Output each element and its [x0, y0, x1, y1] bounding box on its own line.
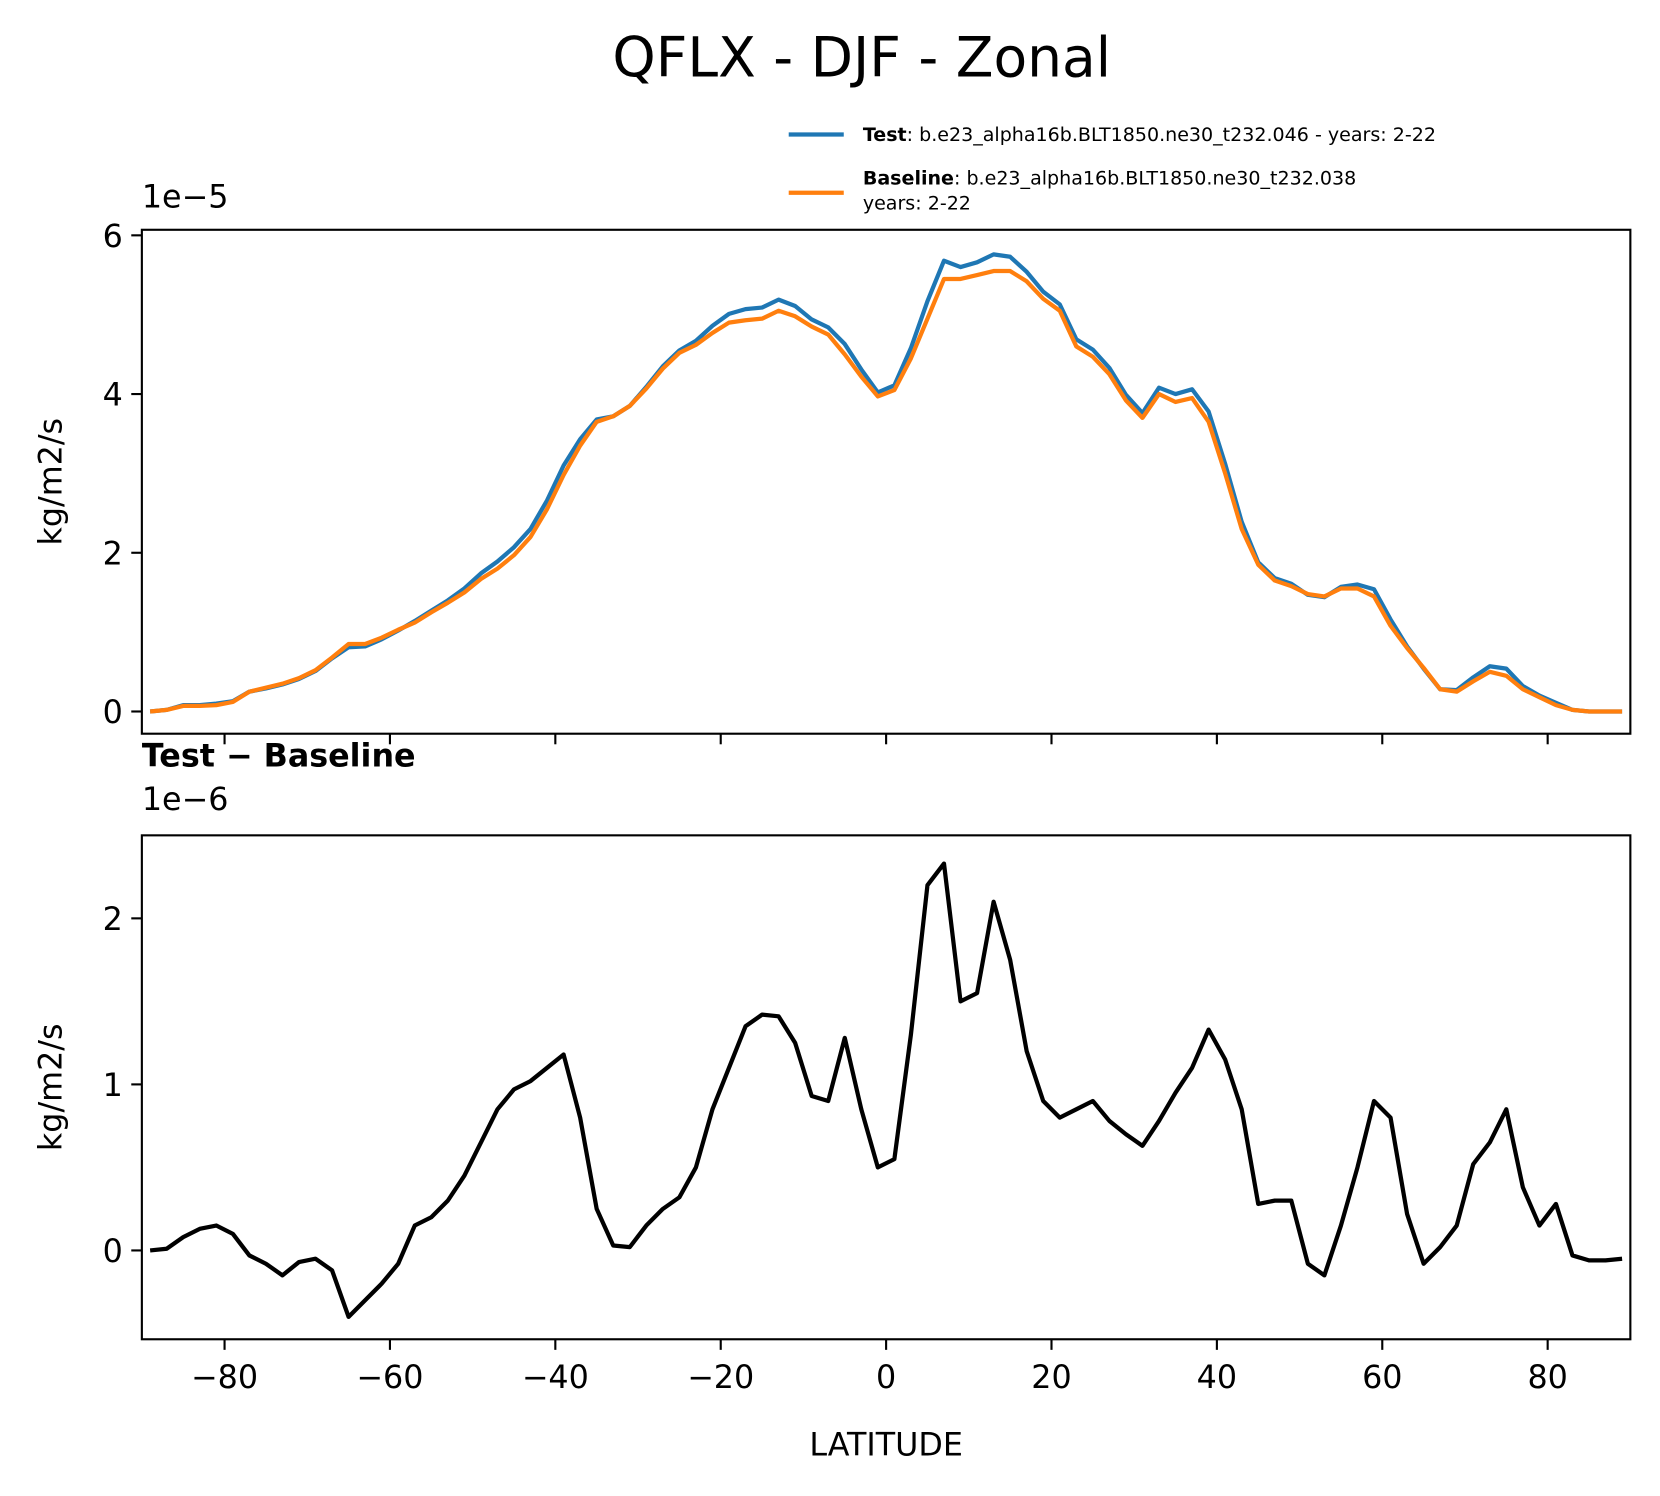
x-tick-label: 0 — [876, 1360, 896, 1396]
subplot-title: Test − Baseline — [142, 739, 416, 775]
x-tick-label: −20 — [687, 1360, 754, 1396]
legend-name: Baseline — [863, 167, 954, 189]
y-axis-label: kg/m2/s — [33, 418, 69, 546]
y-tick-label: 6 — [103, 219, 123, 255]
legend-detail: : b.e23_alpha16b.BLT1850.ne30_t232.046 -… — [907, 124, 1436, 146]
y-tick-label: 2 — [103, 902, 123, 938]
y-axis-label: kg/m2/s — [33, 1024, 69, 1152]
offset-text: 1e−6 — [142, 782, 229, 818]
x-tick-label: 20 — [1031, 1360, 1071, 1396]
y-tick-label: 0 — [103, 1234, 123, 1270]
x-tick-label: 80 — [1527, 1360, 1567, 1396]
y-tick-label: 1 — [103, 1068, 123, 1104]
x-tick-label: −60 — [356, 1360, 423, 1396]
x-tick-label: 40 — [1197, 1360, 1237, 1396]
y-tick-label: 4 — [103, 378, 123, 414]
legend-entry: Baseline: b.e23_alpha16b.BLT1850.ne30_t2… — [863, 167, 1356, 189]
legend-entry: Test: b.e23_alpha16b.BLT1850.ne30_t232.0… — [863, 124, 1436, 146]
y-tick-label: 2 — [103, 536, 123, 572]
x-tick-label: 60 — [1362, 1360, 1402, 1396]
series-line — [149, 861, 1623, 1319]
series-line — [149, 268, 1623, 714]
x-tick-label: −40 — [522, 1360, 589, 1396]
plot-frame — [140, 834, 1632, 1341]
figure-title: QFLX - DJF - Zonal — [612, 25, 1111, 89]
legend-detail: years: 2-22 — [863, 193, 971, 215]
plot-frame — [140, 228, 1632, 735]
x-axis-label: LATITUDE — [809, 1428, 963, 1464]
offset-text: 1e−5 — [142, 180, 229, 216]
y-tick-label: 0 — [103, 695, 123, 731]
legend-name: Test — [863, 124, 907, 146]
legend-detail: : b.e23_alpha16b.BLT1850.ne30_t232.038 — [954, 167, 1356, 189]
x-tick-label: −80 — [191, 1360, 258, 1396]
